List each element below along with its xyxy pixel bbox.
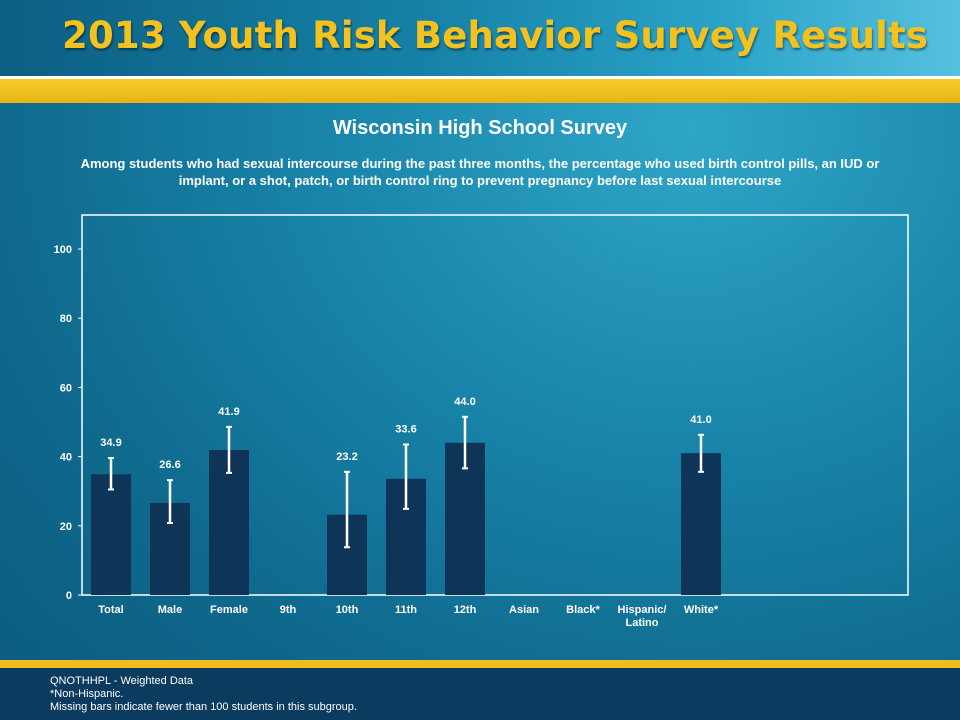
y-tick-label: 100 xyxy=(54,244,72,256)
footer-gold-bar xyxy=(0,660,960,668)
footer-data-note: QNOTHHPL - Weighted Data xyxy=(50,675,194,687)
x-tick-label: 12th xyxy=(454,604,477,616)
y-tick-label: 60 xyxy=(60,382,72,394)
x-tick-label: 11th xyxy=(395,604,417,616)
x-tick-label: Total xyxy=(98,604,123,616)
banner-title: 2013 Youth Risk Behavior Survey Results xyxy=(62,14,929,57)
x-tick-label: Male xyxy=(158,604,182,616)
title-banner: 2013 Youth Risk Behavior Survey Results xyxy=(0,0,960,76)
banner-divider xyxy=(0,76,960,79)
x-tick-label: Female xyxy=(210,604,248,616)
y-tick-label: 80 xyxy=(60,313,72,325)
gold-accent-bar xyxy=(0,79,960,103)
footer-missing-note: Missing bars indicate fewer than 100 stu… xyxy=(50,701,357,713)
bar xyxy=(209,450,249,595)
data-label: 26.6 xyxy=(159,459,180,471)
data-label: 33.6 xyxy=(395,423,416,435)
bar-chart: 0 20 40 60 80 100 Total 34.9 Male 26.6 Female 41.9 9… xyxy=(54,214,909,629)
bar xyxy=(681,453,721,595)
data-label: 34.9 xyxy=(100,437,121,449)
x-tick-label: Hispanic/Latino xyxy=(618,604,667,629)
x-tick-label: Asian xyxy=(509,604,539,616)
footer: QNOTHHPL - Weighted Data *Non-Hispanic. … xyxy=(0,660,960,720)
x-tick-label: Black* xyxy=(566,604,600,616)
x-tick-label: White* xyxy=(684,604,719,616)
plot-frame xyxy=(81,214,909,596)
y-tick-label: 20 xyxy=(60,521,72,533)
data-label: 41.9 xyxy=(218,406,239,418)
x-tick-label: 9th xyxy=(280,604,297,616)
bar xyxy=(91,474,131,595)
y-tick-label: 0 xyxy=(66,590,72,602)
footer-footnote: *Non-Hispanic. xyxy=(50,688,124,700)
data-label: 44.0 xyxy=(454,396,475,408)
y-tick-label: 40 xyxy=(60,452,72,464)
chart-title: Wisconsin High School Survey xyxy=(332,117,628,139)
data-label: 41.0 xyxy=(690,414,711,426)
x-tick-label: 10th xyxy=(336,604,359,616)
chart-subtitle: Among students who had sexual intercours… xyxy=(80,156,880,188)
data-label: 23.2 xyxy=(336,451,357,463)
